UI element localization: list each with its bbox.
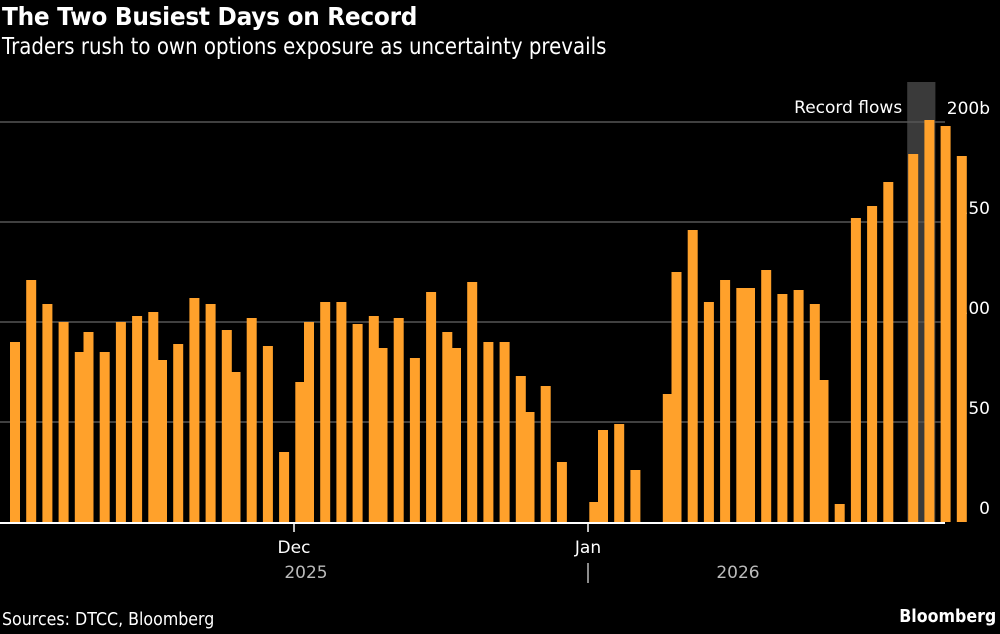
bar-week2-day4 — [132, 316, 143, 522]
bar-week8-day2 — [540, 386, 551, 522]
bar-week2-day1 — [83, 332, 94, 522]
bar-week12-day4 — [867, 206, 878, 522]
bar-week1-day2 — [26, 280, 37, 522]
bar-week9-day3 — [630, 470, 641, 522]
bar-week6-day1 — [377, 348, 388, 522]
bar-week12-day2 — [834, 504, 845, 522]
bar-week9-day5 — [662, 394, 673, 522]
bar-week1-day3 — [42, 304, 53, 522]
bar-week13-day2 — [908, 154, 919, 522]
bar-week5-day5 — [368, 316, 379, 522]
bar-week12-day1 — [818, 380, 829, 522]
bar-week9-day1 — [598, 430, 608, 522]
bar-week3-day3 — [189, 298, 200, 522]
bar-week13-day5 — [956, 156, 967, 522]
chart-subtitle: Traders rush to own options exposure as … — [2, 34, 607, 60]
bar-week7-day5 — [515, 376, 526, 522]
bar-week7-day3 — [483, 342, 494, 522]
record-flows-annotation: Record flows — [794, 98, 902, 118]
bar-week6-day3 — [409, 358, 420, 522]
month-label-dec: Dec — [278, 538, 311, 558]
bar-week10-day1 — [671, 272, 682, 522]
bar-week6-day4 — [426, 292, 437, 522]
brand-logo: Bloomberg — [898, 606, 996, 627]
year-label-2025: 2025 — [284, 563, 327, 583]
bar-week3-day5 — [221, 330, 232, 522]
chart-title: The Two Busiest Days on Record — [2, 2, 418, 31]
bar-week3-day1 — [157, 360, 167, 522]
bar-week7-day1 — [451, 348, 461, 522]
bar-week11-day3 — [777, 294, 788, 522]
bar-week10-day3 — [703, 302, 714, 522]
bar-week2-day2 — [99, 352, 110, 522]
bar-week8-day3 — [556, 462, 567, 522]
bar-week13-day4 — [940, 126, 951, 522]
bar-week4-day1 — [230, 372, 241, 522]
y-tick-label: 50 — [968, 399, 990, 419]
bar-week9-day2 — [614, 424, 625, 522]
bar-week5-day4 — [352, 324, 363, 522]
bar-week1-day5 — [74, 352, 85, 522]
bar-week10-day2 — [687, 230, 698, 522]
bar-week8-day5 — [589, 502, 600, 522]
bar-week5-day2 — [320, 302, 331, 522]
bar-week13-day3 — [924, 120, 935, 522]
bar-week11-day4 — [793, 290, 804, 522]
bar-week2-day3 — [115, 322, 126, 522]
bar-week12-day5 — [883, 182, 894, 522]
bar-week5-day1 — [304, 322, 314, 522]
bar-week10-day4 — [720, 280, 731, 522]
bar-week3-day4 — [205, 304, 216, 522]
bar-week7-day2 — [467, 282, 478, 522]
bar-week4-day5 — [295, 382, 306, 522]
bar-week11-day5 — [809, 304, 820, 522]
bar-week6-day5 — [442, 332, 453, 522]
bar-week10-day5 — [736, 288, 747, 522]
bar-week8-day1 — [524, 412, 535, 522]
bar-week3-day2 — [173, 344, 184, 522]
bar-week11-day2 — [761, 270, 772, 522]
month-label-jan: Jan — [574, 538, 601, 558]
bar-week4-day3 — [262, 346, 273, 522]
bar-week4-day4 — [279, 452, 290, 522]
bar-week12-day3 — [850, 218, 861, 522]
bar-week1-day4 — [58, 322, 69, 522]
bar-week6-day2 — [393, 318, 404, 522]
bar-week7-day4 — [499, 342, 510, 522]
bar-week11-day1 — [745, 288, 755, 522]
bar-week1-day1 — [10, 342, 20, 522]
bar-week2-day5 — [148, 312, 159, 522]
bar-week5-day3 — [336, 302, 347, 522]
y-tick-label: 0 — [979, 499, 990, 519]
y-tick-label: 200b — [947, 99, 990, 119]
source-note: Sources: DTCC, Bloomberg — [2, 609, 215, 630]
bar-week4-day2 — [246, 318, 257, 522]
year-label-2026: 2026 — [716, 563, 759, 583]
